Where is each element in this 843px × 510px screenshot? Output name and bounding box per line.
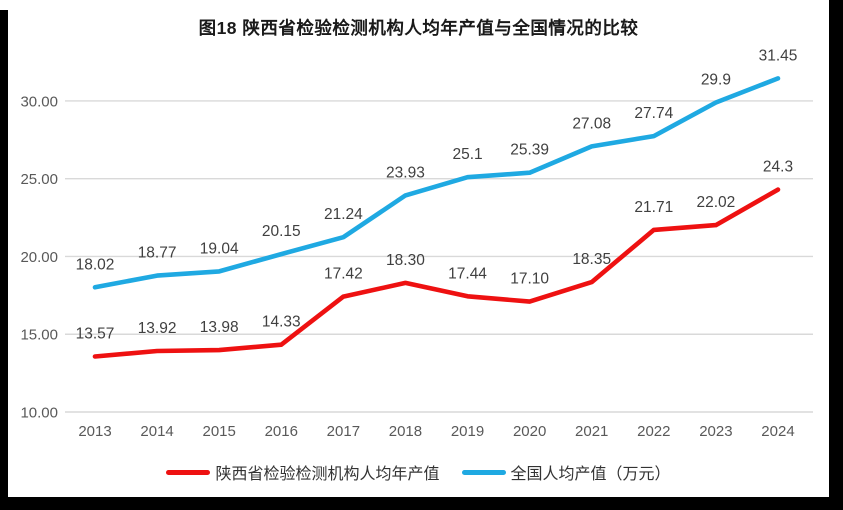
legend-item-shaanxi: 陕西省检验检测机构人均年产值 xyxy=(166,460,440,484)
legend-label-national: 全国人均产值（万元） xyxy=(510,466,671,483)
data-label: 21.71 xyxy=(634,199,673,216)
x-axis-tick-label: 2014 xyxy=(140,423,173,440)
x-axis-tick-label: 2018 xyxy=(389,423,422,440)
data-label: 13.98 xyxy=(200,319,239,336)
y-axis-tick-label: 30.00 xyxy=(20,93,58,110)
series-line-shaanxi xyxy=(92,187,781,359)
y-axis-tick-label: 10.00 xyxy=(20,405,58,422)
x-axis-tick-label: 2024 xyxy=(761,423,794,440)
data-label: 18.35 xyxy=(572,251,611,268)
data-label: 19.04 xyxy=(200,240,239,257)
chart-canvas: 10.00 15.00 20.00 25.00 30.00 2013 2014 2015 201… xyxy=(20,47,813,440)
frame-corner xyxy=(0,0,8,10)
data-label: 13.92 xyxy=(138,320,177,337)
data-label: 27.08 xyxy=(572,115,611,132)
data-label: 25.39 xyxy=(510,142,549,159)
data-label: 13.57 xyxy=(76,326,115,343)
data-label: 18.30 xyxy=(386,252,425,269)
legend-item-national: 全国人均产值（万元） xyxy=(461,460,671,484)
data-label: 25.1 xyxy=(452,146,482,163)
data-label: 21.24 xyxy=(324,206,363,223)
data-label: 27.74 xyxy=(634,105,673,122)
chart-legend: 陕西省检验检测机构人均年产值 全国人均产值（万元） xyxy=(8,454,829,490)
red-line-swatch-icon xyxy=(166,469,211,475)
x-axis-tick-label: 2016 xyxy=(265,423,298,440)
x-axis-tick-label: 2013 xyxy=(78,423,111,440)
x-axis-tick-label: 2020 xyxy=(513,423,546,440)
y-axis-tick-label: 25.00 xyxy=(20,171,58,188)
data-label: 24.3 xyxy=(763,159,793,176)
data-label: 18.02 xyxy=(76,256,115,273)
chart-panel: 图18 陕西省检验检测机构人均年产值与全国情况的比较 10.00 15.00 20.… xyxy=(8,0,829,497)
x-axis-tick-label: 2022 xyxy=(637,423,670,440)
data-label: 23.93 xyxy=(386,164,425,181)
x-axis-tick-label: 2021 xyxy=(575,423,608,440)
data-label: 22.02 xyxy=(697,194,736,211)
data-label: 17.44 xyxy=(448,265,487,282)
data-label: 17.42 xyxy=(324,266,363,283)
x-axis-tick-label: 2017 xyxy=(327,423,360,440)
x-axis-tick-label: 2019 xyxy=(451,423,484,440)
legend-label-shaanxi: 陕西省检验检测机构人均年产值 xyxy=(215,466,440,483)
blue-line-swatch-icon xyxy=(461,469,506,475)
series-line-national xyxy=(92,76,781,290)
y-axis-tick-label: 20.00 xyxy=(20,249,58,266)
data-label: 14.33 xyxy=(262,314,301,331)
x-axis-tick-label: 2015 xyxy=(202,423,235,440)
x-axis-tick-label: 2023 xyxy=(699,423,732,440)
data-label: 18.77 xyxy=(138,245,177,262)
data-label: 20.15 xyxy=(262,223,301,240)
chart-title: 图18 陕西省检验检测机构人均年产值与全国情况的比较 xyxy=(198,18,639,38)
data-label: 17.10 xyxy=(510,271,549,288)
data-label: 29.9 xyxy=(701,72,731,89)
y-axis-tick-label: 15.00 xyxy=(20,327,58,344)
data-label: 31.45 xyxy=(759,47,798,64)
